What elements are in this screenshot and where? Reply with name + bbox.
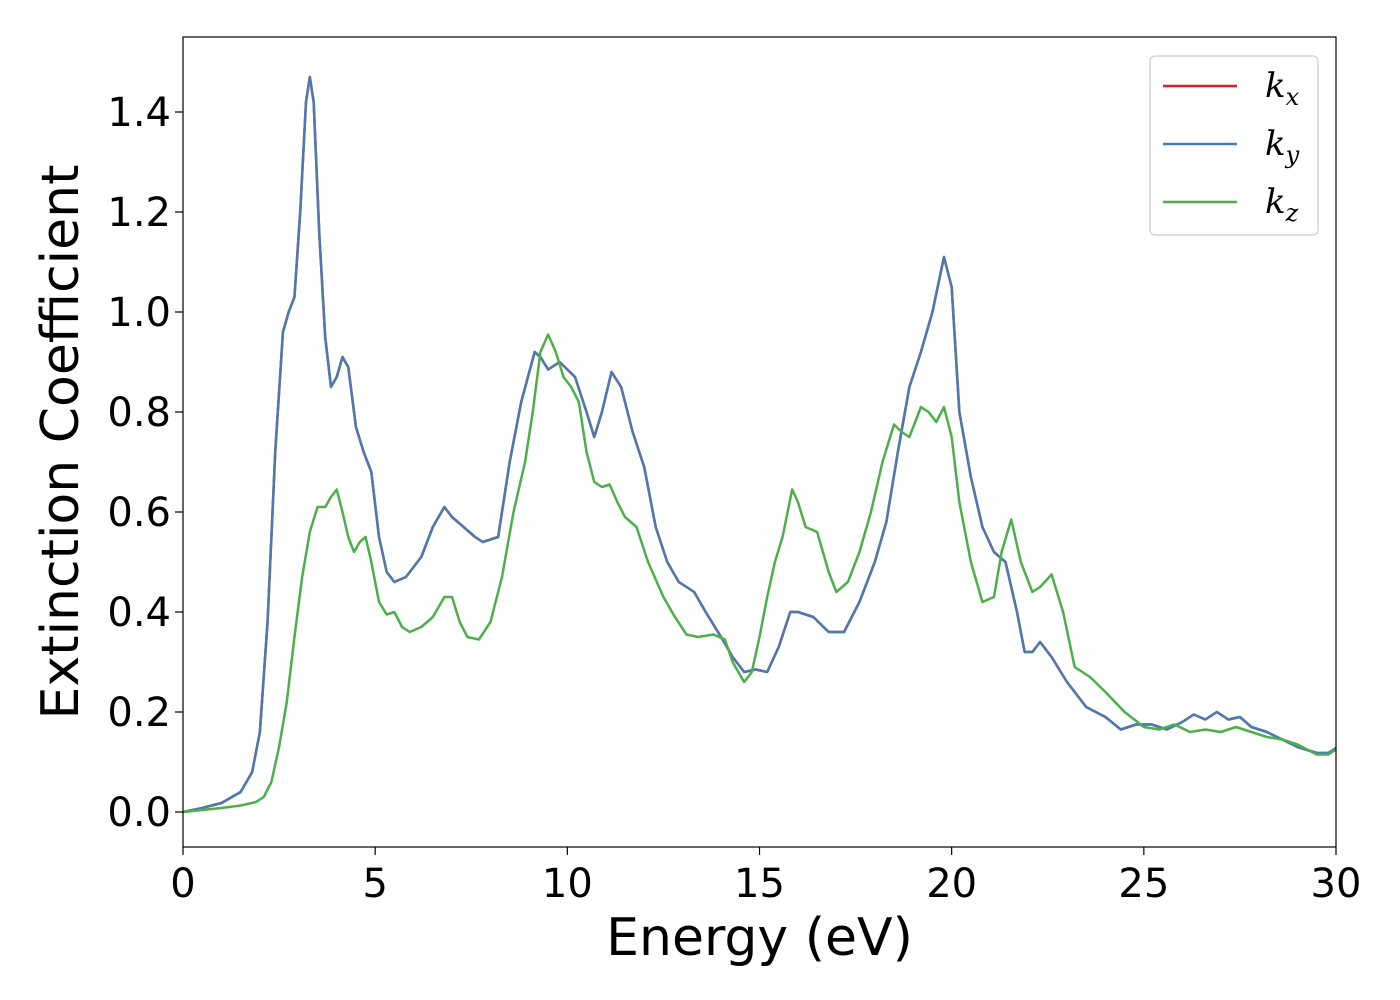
y-axis-label: Extinction Coefficient (31, 165, 91, 720)
x-tick-label: 30 (1311, 861, 1362, 907)
y-tick-label: 0.2 (107, 690, 171, 736)
x-axis-label: Energy (eV) (606, 908, 913, 968)
x-tick-label: 10 (542, 861, 593, 907)
x-tick-label: 5 (362, 861, 387, 907)
legend-label: ky (1265, 124, 1300, 169)
y-tick-label: 0.6 (107, 490, 171, 536)
y-tick-label: 1.4 (107, 90, 171, 136)
x-tick-label: 20 (926, 861, 977, 907)
y-tick-label: 0.0 (107, 790, 171, 836)
x-tick-label: 15 (734, 861, 785, 907)
series-line-ky (183, 75, 1336, 814)
x-tick-label: 25 (1118, 861, 1169, 907)
y-tick-label: 1.0 (107, 290, 171, 336)
series-layer (183, 75, 1336, 814)
legend-label: kx (1265, 66, 1300, 111)
legend-box (1149, 55, 1319, 236)
x-ticks: 0 5 10 15 20 25 30 (170, 847, 1361, 907)
y-tick-label: 0.4 (107, 590, 171, 636)
legend-label: kz (1265, 182, 1299, 227)
y-ticks: 0.0 0.2 0.4 0.6 0.8 1.0 1.2 1.4 (107, 90, 183, 836)
legend: kx ky kz (1149, 55, 1319, 236)
x-tick-label: 0 (170, 861, 195, 907)
y-tick-label: 1.2 (107, 190, 171, 236)
series-line-kz (183, 333, 1336, 814)
y-tick-label: 0.8 (107, 390, 171, 436)
